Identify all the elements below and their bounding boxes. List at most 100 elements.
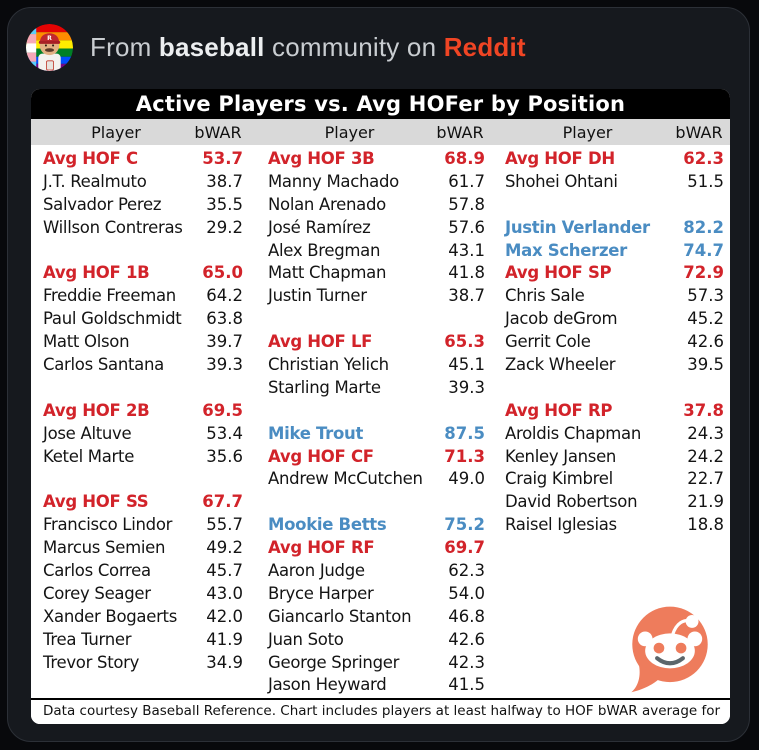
player-name: Gerrit Cole	[505, 332, 591, 352]
bwar-value: 21.9	[687, 492, 724, 512]
header-from: From	[90, 32, 152, 62]
table-row: Christian Yelich 45.1	[268, 353, 485, 376]
player-name: Freddie Freeman	[43, 286, 176, 306]
baseball-player-avatar-icon: R	[26, 24, 73, 71]
player-name: Aroldis Chapman	[505, 423, 641, 443]
bwar-value: 39.7	[206, 332, 243, 352]
bwar-value: 45.7	[206, 560, 243, 580]
table-gap-row	[43, 239, 243, 262]
bwar-value: 42.3	[448, 652, 485, 672]
header-site-link[interactable]: Reddit	[443, 32, 526, 62]
reddit-embed-card: R From baseball community on Reddit Acti…	[7, 7, 750, 742]
table-column-3: Avg HOF DH 62.3 Shohei Ohtani 51.5 Justin Ve…	[493, 147, 730, 696]
bwar-value: 57.6	[448, 217, 485, 237]
player-name: Corey Seager	[43, 583, 151, 603]
player-name: Avg HOF LF	[268, 332, 373, 352]
player-name: Starling Marte	[268, 377, 381, 397]
bwar-value: 45.2	[687, 309, 724, 329]
bwar-value: 24.2	[687, 446, 724, 466]
player-name: Andrew McCutchen	[268, 469, 423, 489]
bwar-value: 35.5	[206, 194, 243, 214]
header-community-name[interactable]: baseball	[158, 32, 265, 62]
table-header-row: Player bWAR Player bWAR Player bWAR	[31, 119, 730, 145]
bwar-value: 62.3	[683, 148, 724, 168]
header-group-1: Player bWAR	[31, 119, 253, 145]
bwar-value: 75.2	[444, 515, 485, 535]
embed-header[interactable]: R From baseball community on Reddit	[26, 24, 526, 71]
table-row: Aaron Judge 62.3	[268, 559, 485, 582]
bwar-value: 69.5	[202, 400, 243, 420]
player-name: Aaron Judge	[268, 560, 365, 580]
bwar-value: 39.3	[448, 377, 485, 397]
player-name: Carlos Santana	[43, 354, 164, 374]
bwar-value: 61.7	[448, 171, 485, 191]
table-gap-row	[268, 307, 485, 330]
table-row: J.T. Realmuto 38.7	[43, 170, 243, 193]
player-name: Avg HOF DH	[505, 148, 615, 168]
table-row: Bryce Harper 54.0	[268, 582, 485, 605]
player-name: Avg HOF CF	[268, 446, 374, 466]
bwar-value: 65.3	[444, 332, 485, 352]
reddit-snoo-logo-icon	[631, 606, 708, 693]
bwar-value: 35.6	[206, 446, 243, 466]
table-row: Giancarlo Stanton 46.8	[268, 605, 485, 628]
bwar-value: 42.0	[206, 606, 243, 626]
bwar-value: 63.8	[206, 309, 243, 329]
player-name: Francisco Lindor	[43, 515, 173, 535]
player-name: Manny Machado	[268, 171, 399, 191]
bwar-value: 69.7	[444, 538, 485, 558]
table-row: Avg HOF CF 71.3	[268, 445, 485, 468]
player-name: Jose Altuve	[43, 423, 132, 443]
table-column-1: Avg HOF C 53.7 J.T. Realmuto 38.7 Salvador P…	[31, 147, 253, 696]
bwar-value: 43.0	[206, 583, 243, 603]
player-name: Avg HOF C	[43, 148, 138, 168]
table-row: Avg HOF C 53.7	[43, 147, 243, 170]
table-row: Alex Bregman 43.1	[268, 239, 485, 262]
bwar-value: 49.2	[206, 538, 243, 558]
header-group-3: Player bWAR	[493, 119, 730, 145]
table-row: Paul Goldschmidt 63.8	[43, 307, 243, 330]
bwar-value: 87.5	[444, 423, 485, 443]
player-name: Jacob deGrom	[505, 309, 618, 329]
bwar-value: 62.3	[448, 560, 485, 580]
table-gap-row	[268, 490, 485, 513]
embed-header-text: From baseball community on Reddit	[90, 32, 526, 63]
table-row: Avg HOF RF 69.7	[268, 536, 485, 559]
table-gap-row	[505, 536, 724, 559]
player-name: Justin Turner	[268, 286, 367, 306]
page-title: Active Players vs. Avg HOFer by Position	[31, 89, 730, 119]
bwar-value: 41.9	[206, 629, 243, 649]
table-row: Shohei Ohtani 51.5	[505, 170, 724, 193]
player-name: Avg HOF 2B	[43, 400, 150, 420]
bwar-value: 51.5	[687, 171, 724, 191]
table-row: Max Scherzer 74.7	[505, 239, 724, 262]
table-row: Matt Olson 39.7	[43, 330, 243, 353]
player-name: Matt Chapman	[268, 263, 387, 283]
table-row: Juan Soto 42.6	[268, 628, 485, 651]
player-name: Mookie Betts	[268, 515, 387, 535]
avatar[interactable]: R	[26, 24, 73, 71]
player-name: Shohei Ohtani	[505, 171, 618, 191]
table-row: Aroldis Chapman 24.3	[505, 422, 724, 445]
table-column-2: Avg HOF 3B 68.9 Manny Machado 61.7 Nolan Are…	[253, 147, 493, 696]
player-name: Avg HOF SS	[43, 492, 149, 512]
table-row: Jacob deGrom 45.2	[505, 307, 724, 330]
bwar-value: 71.3	[444, 446, 485, 466]
bwar-value: 38.7	[448, 286, 485, 306]
player-name: Salvador Perez	[43, 194, 162, 214]
player-name: José Ramírez	[268, 217, 371, 237]
player-name: Mike Trout	[268, 423, 364, 443]
player-name: Craig Kimbrel	[505, 469, 613, 489]
bwar-column-header: bWAR	[194, 122, 242, 142]
header-middle: community on	[272, 32, 437, 62]
bwar-column-header: bWAR	[436, 122, 484, 142]
bwar-value: 42.6	[448, 629, 485, 649]
header-group-2: Player bWAR	[253, 119, 493, 145]
table-row: Chris Sale 57.3	[505, 284, 724, 307]
player-name: Jason Heyward	[268, 675, 387, 695]
table-row: Trevor Story 34.9	[43, 651, 243, 674]
bwar-value: 42.6	[687, 332, 724, 352]
table-row: Xander Bogaerts 42.0	[43, 605, 243, 628]
table-gap-row	[43, 673, 243, 696]
bwar-value: 43.1	[448, 240, 485, 260]
